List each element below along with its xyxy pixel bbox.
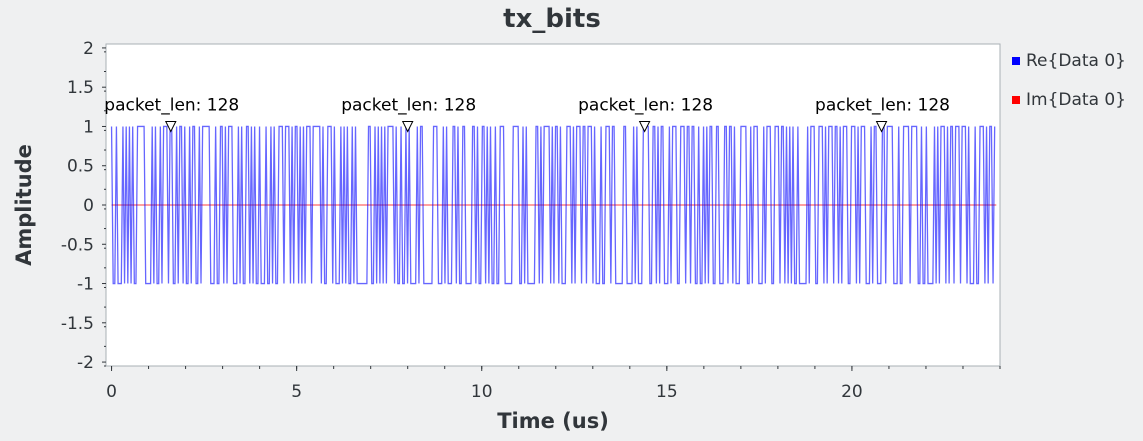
x-axis-label: Time (us) — [497, 409, 609, 433]
tag-marker — [164, 120, 177, 133]
y-tick-label: 0.5 — [67, 157, 94, 177]
y-tick-label: -1.5 — [61, 314, 94, 334]
x-tick-label: 5 — [291, 382, 302, 402]
x-tick-label: 20 — [841, 382, 863, 402]
y-tick-label: -0.5 — [61, 235, 94, 255]
tag-marker — [875, 120, 888, 133]
y-tick-label: 0 — [83, 196, 94, 216]
tag-label: packet_len: 128 — [815, 95, 950, 115]
y-tick-label: -2 — [77, 353, 94, 373]
tag-marker — [401, 120, 414, 133]
x-tick-label: 0 — [106, 382, 117, 402]
y-axis-label: Amplitude — [12, 144, 36, 266]
tag-label: packet_len: 128 — [104, 95, 239, 115]
legend-swatch-imag — [1012, 96, 1020, 104]
x-tick-label: 10 — [471, 382, 493, 402]
y-tick-label: 1 — [83, 117, 94, 137]
tag-label: packet_len: 128 — [578, 95, 713, 115]
y-tick-label: 2 — [83, 39, 94, 59]
y-tick-label: -1 — [77, 275, 94, 295]
chart-title: tx_bits — [503, 4, 601, 34]
real-series-line — [110, 125, 996, 285]
legend-item-real[interactable]: Re{Data 0} — [1012, 50, 1126, 72]
legend-label-real: Re{Data 0} — [1026, 51, 1126, 71]
x-tick-label: 15 — [656, 382, 678, 402]
legend-item-imag[interactable]: Im{Data 0} — [1012, 89, 1126, 111]
legend-label-imag: Im{Data 0} — [1026, 90, 1127, 110]
tag-marker — [638, 120, 651, 133]
y-tick-label: 1.5 — [67, 78, 94, 98]
legend: Re{Data 0} Im{Data 0} — [1012, 50, 1126, 128]
tag-label: packet_len: 128 — [341, 95, 476, 115]
legend-swatch-real — [1012, 57, 1020, 65]
